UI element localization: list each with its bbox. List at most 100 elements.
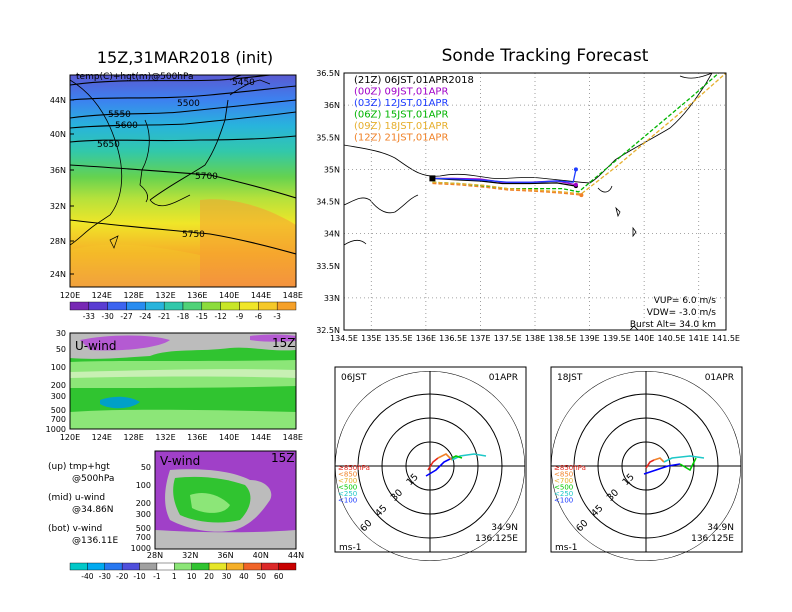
uwind-pressure-tick: 1000 [46,425,66,434]
note-up-line2: @500hPa [72,474,114,484]
track-lon-tick: 139.5E [603,334,631,343]
temp-colorbar-label: -3 [273,312,281,321]
level-legend-entry: <250 [338,490,357,498]
tracking-map-panel: Sonde Tracking Forecast (21Z) 06JST,01AP… [316,46,740,343]
upper-lat-tick: 44N [50,96,66,105]
wind-colorbar-label: 20 [204,572,214,581]
param-vup: VUP= 6.0 m/s [654,296,717,306]
uwind-lon-tick: 132E [155,433,175,442]
hodo2-lon: 136.125E [691,534,734,544]
wind-colorbar-label: -40 [81,572,93,581]
track-lon-tick: 140E [634,334,654,343]
vwind-label: V-wind [160,454,200,468]
temp-colorbar-label: -30 [102,312,114,321]
panel-notes: (up) tmp+hgt @500hPa (mid) u-wind @34.86… [48,462,118,546]
upper-lon-tick: 140E [219,291,239,300]
wind-colorbar-label: -30 [99,572,111,581]
upper-lat-tick: 28N [50,237,66,246]
track-lon-tick: 136E [416,334,436,343]
contour-label-5500: 5500 [177,99,200,109]
uwind-lon-tick: 144E [251,433,271,442]
temp-colorbar-label: -21 [158,312,170,321]
param-vdw: VDW= -3.0 m/s [647,308,717,318]
temp-colorbar-swatch [182,301,203,311]
track-lon-tick: 141E [689,334,709,343]
vwind-lat-tick: 28N [147,551,163,560]
uwind-pressure-tick: 300 [51,392,66,401]
upper-lon-tick: 136E [187,291,207,300]
launch-site-marker [429,175,436,182]
track-legend-entry: (03Z) 12JST,01APR [354,98,448,109]
track-series-4 [432,73,726,195]
wind-colorbar-label: 50 [256,572,266,581]
wind-colorbar-label: 30 [222,572,232,581]
contour-label-5650: 5650 [97,140,120,150]
contour-label-5700: 5700 [195,172,218,182]
note-mid-line1: (mid) u-wind [48,493,105,503]
track-series-2 [432,169,577,183]
temp-colorbar-swatch [69,301,90,311]
temp-colorbar-swatch [239,301,259,311]
track-endpoint-5 [579,193,584,198]
vwind-time: 15Z [271,451,295,465]
temp-colorbar-swatch [145,301,165,311]
track-lat-tick: 32.5N [316,326,340,335]
uwind-lon-tick: 140E [219,433,239,442]
uwind-time: 15Z [272,336,296,350]
temp-colorbar-swatch [163,301,184,311]
vwind-lat-tick: 44N [288,551,304,560]
wind-colorbar-label: 40 [239,572,249,581]
wind-colorbar-label: -10 [133,572,145,581]
track-lon-tick: 138E [525,334,545,343]
temp-colorbar-label: -24 [139,312,151,321]
wind-colorbar-swatch [156,562,175,571]
track-lat-tick: 35.5N [316,133,340,142]
hodo1-lat: 34.9N [491,523,518,533]
track-lon-tick: 136.5E [439,334,467,343]
uwind-lon-tick: 124E [92,433,112,442]
track-series-0 [432,177,577,187]
note-up-line1: (up) tmp+hgt [48,462,110,472]
hodograph-06jst: 06JST 01APR 34.9N 136.125E ms-1 15304560… [334,366,527,561]
hodo1-time: 06JST [341,373,367,383]
uwind-lon-tick: 120E [60,433,80,442]
level-legend-entry: <700 [338,477,357,485]
level-legend-entry: <250 [554,490,573,498]
upper-map-panel: 15Z,31MAR2018 (init) temp(C)+hgt(m)@500h… [50,48,303,321]
hodo2-unit: ms-1 [555,543,577,553]
temp-colorbar-label: -6 [255,312,263,321]
upper-lat-tick: 24N [50,270,66,279]
vwind-pressure-tick: 1000 [131,544,151,553]
track-lon-tick: 139E [579,334,599,343]
uwind-label: U-wind [75,339,116,353]
uwind-pressure-tick: 100 [51,363,66,372]
note-mid-line2: @34.86N [72,505,114,515]
hodo2-date: 01APR [705,373,734,383]
contour-label-5750: 5750 [182,230,205,240]
vwind-pressure-tick: 50 [141,463,151,472]
hodo2-time: 18JST [557,373,583,383]
wind-colorbar-swatch [226,562,245,571]
wind-colorbar-swatch [69,562,88,571]
track-lon-tick: 138.5E [548,334,576,343]
temp-colorbar-label: -27 [120,312,132,321]
level-legend-entry: <500 [554,484,573,492]
vwind-pressure-tick: 700 [136,533,151,542]
track-lon-tick: 134.5E [330,334,358,343]
track-lon-tick: 137.5E [494,334,522,343]
wind-colorbar-swatch [87,562,105,571]
upper-lon-tick: 144E [251,291,271,300]
wind-colorbar-label: -1 [153,572,161,581]
wind-colorbar-swatch [208,562,227,571]
track-lon-tick: 135.5E [385,334,413,343]
uwind-pressure-tick: 200 [51,381,66,390]
level-legend-entry: <500 [338,484,357,492]
temp-colorbar-swatch [107,301,127,311]
hodo1-unit: ms-1 [339,543,361,553]
temp-colorbar-swatch [276,301,297,311]
level-legend-entry: <850 [338,471,357,479]
hodo2-lat: 34.9N [707,523,734,533]
upper-lon-tick: 128E [123,291,143,300]
